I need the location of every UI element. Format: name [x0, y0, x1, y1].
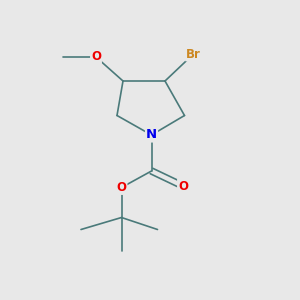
Text: O: O	[178, 179, 188, 193]
Text: N: N	[146, 128, 157, 142]
Text: Br: Br	[186, 47, 201, 61]
Text: O: O	[91, 50, 101, 64]
Text: O: O	[116, 181, 127, 194]
